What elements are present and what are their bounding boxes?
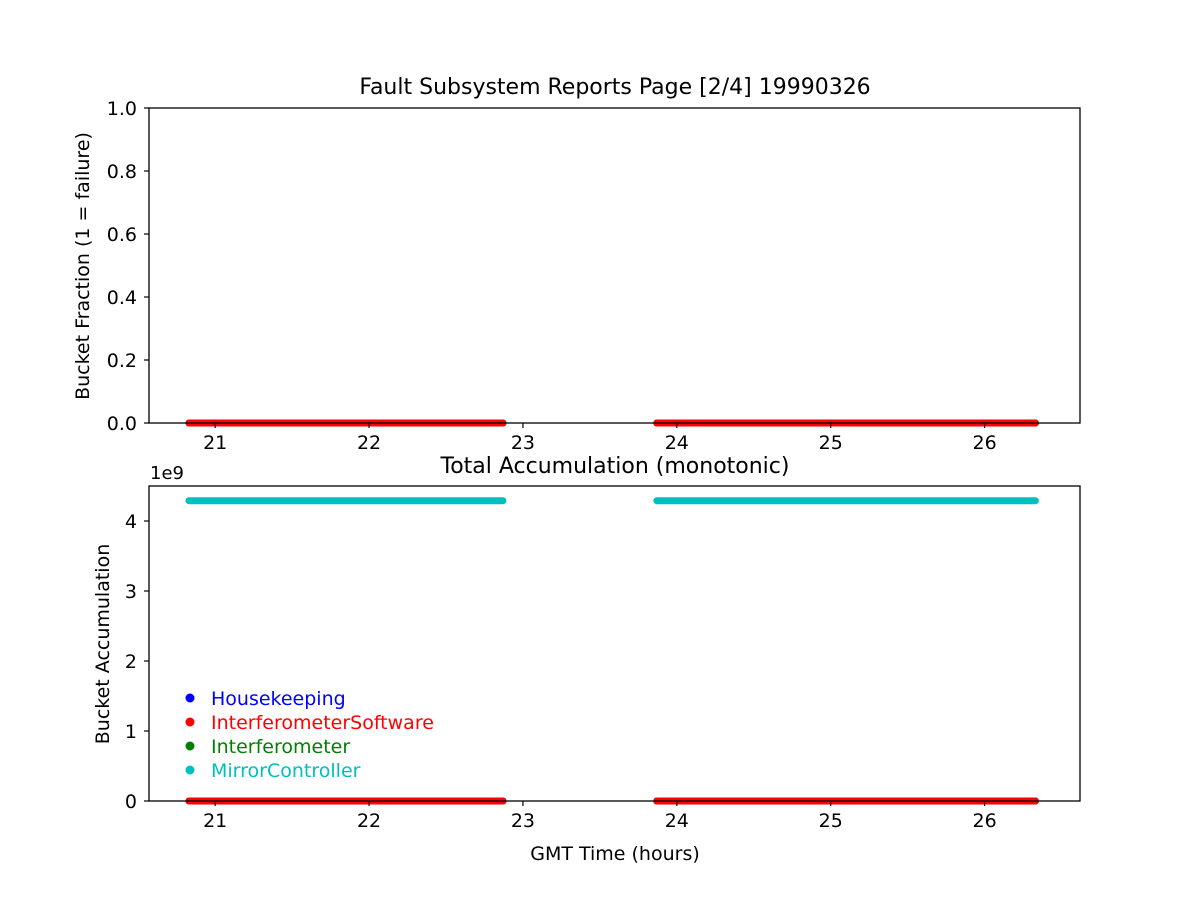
legend-label-interferometer-software: InterferometerSoftware <box>211 712 434 734</box>
bottom-panel: Total Accumulation (monotonic) 1e9 Bucke… <box>92 454 1081 865</box>
top-y-tick-label: 0.2 <box>107 350 137 372</box>
bottom-y-axis-label: Bucket Accumulation <box>92 544 114 745</box>
top-y-axis-label: Bucket Fraction (1 = failure) <box>72 132 94 400</box>
top-x-tick-label: 24 <box>665 432 689 454</box>
bottom-x-tick-label: 24 <box>665 810 689 832</box>
bottom-x-tick-label: 23 <box>511 810 535 832</box>
bottom-y-tick-label: 2 <box>125 651 137 673</box>
top-y-tick-label: 0.0 <box>107 413 137 435</box>
top-chart-title: Fault Subsystem Reports Page [2/4] 19990… <box>359 75 870 100</box>
legend-marker-interferometer-software <box>185 717 195 727</box>
bottom-x-ticks: 21 22 23 24 25 26 <box>203 801 997 832</box>
top-x-tick-label: 21 <box>203 432 227 454</box>
top-y-tick-label: 0.8 <box>107 161 137 183</box>
bottom-x-axis-label: GMT Time (hours) <box>530 843 700 865</box>
bottom-y-tick-label: 0 <box>125 791 137 813</box>
bottom-x-tick-label: 22 <box>357 810 381 832</box>
bottom-y-tick-label: 3 <box>125 581 137 603</box>
legend-marker-housekeeping <box>185 693 195 703</box>
legend-marker-mirror-controller <box>185 765 195 775</box>
top-y-tick-label: 1.0 <box>107 98 137 120</box>
top-panel: Fault Subsystem Reports Page [2/4] 19990… <box>72 75 1081 454</box>
bottom-y-tick-label: 1 <box>125 721 137 743</box>
bottom-x-tick-label: 26 <box>972 810 996 832</box>
bottom-chart-title: Total Accumulation (monotonic) <box>440 454 790 479</box>
legend: HousekeepingInterferometerSoftwareInterf… <box>185 688 434 782</box>
bottom-plot-frame <box>148 485 1081 802</box>
bottom-y-offset-label: 1e9 <box>150 463 184 484</box>
top-plot-frame <box>148 107 1081 424</box>
top-x-ticks: 21 22 23 24 25 26 <box>203 423 997 454</box>
bottom-y-ticks: 0 1 2 3 4 <box>125 511 149 813</box>
legend-label-housekeeping: Housekeeping <box>211 688 346 710</box>
top-y-tick-label: 0.4 <box>107 287 137 309</box>
legend-label-interferometer: Interferometer <box>211 736 350 758</box>
legend-label-mirror-controller: MirrorController <box>211 760 361 782</box>
bottom-y-tick-label: 4 <box>125 511 137 533</box>
top-y-ticks: 0.0 0.2 0.4 0.6 0.8 1.0 <box>107 98 149 435</box>
top-y-tick-label: 0.6 <box>107 224 137 246</box>
top-x-tick-label: 23 <box>511 432 535 454</box>
bottom-x-tick-label: 21 <box>203 810 227 832</box>
top-x-tick-label: 25 <box>819 432 843 454</box>
top-x-tick-label: 26 <box>972 432 996 454</box>
top-x-tick-label: 22 <box>357 432 381 454</box>
legend-marker-interferometer <box>185 741 195 751</box>
bottom-x-tick-label: 25 <box>819 810 843 832</box>
